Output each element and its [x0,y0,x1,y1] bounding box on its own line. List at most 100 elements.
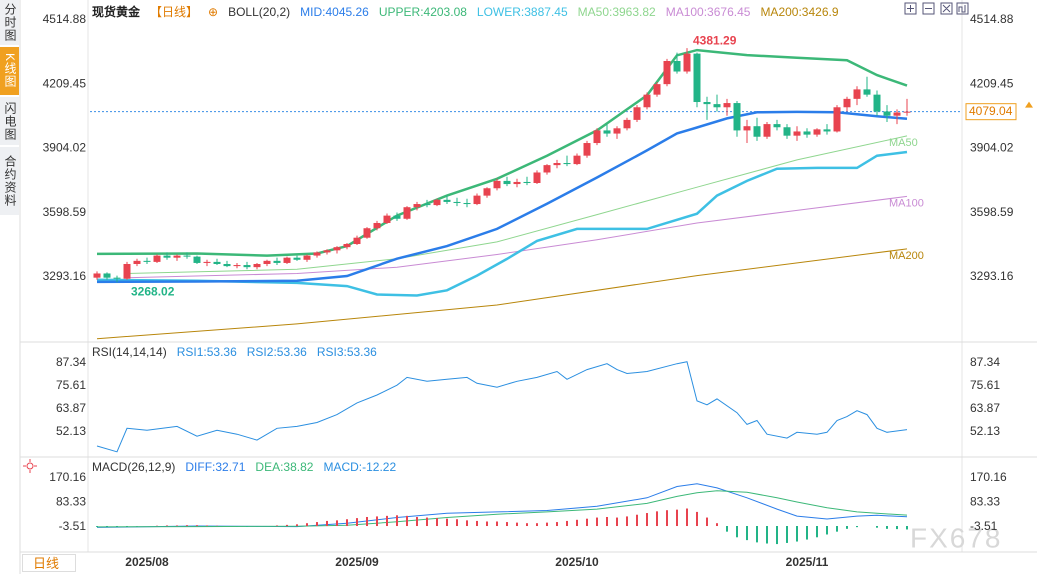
macd-bar [526,523,528,527]
candle-body [273,260,281,263]
macd-bar [246,526,248,527]
candle-body [293,257,301,260]
add-icon[interactable]: ⊕ [208,4,219,19]
indicator-line [96,361,908,453]
indicator-line [96,48,908,257]
candle-body [523,181,531,184]
candle-body [383,215,391,223]
candle-body [553,163,561,166]
macd-bar [816,526,818,538]
candle-body [93,273,101,278]
candle-body [803,131,811,135]
indicator-name: RSI(14,14,14) [92,345,167,359]
extreme-label: 4381.29 [693,33,737,47]
line-end-label: MA200 [889,250,924,262]
candle-body [683,53,691,72]
sidebar-tab[interactable]: 分时图 [0,0,19,45]
macd-bar [846,526,848,529]
y-tick-label: 170.16 [49,470,86,484]
y-tick-label: 63.87 [970,401,1000,415]
candle-body [853,89,861,99]
candle-body [793,131,801,136]
macd-bar [176,525,178,527]
macd-bar [766,526,768,544]
macd-bar [796,526,798,542]
macd-bar [746,526,748,541]
x-tick-label: 2025/11 [786,555,829,569]
macd-bar [716,523,718,527]
candle-body [363,228,371,238]
candle-body [133,260,141,264]
extreme-label: 3268.02 [131,284,175,298]
y-tick-label: 83.33 [56,495,86,509]
candle-body [353,237,361,245]
macd-bar [466,520,468,527]
candle-body [403,207,411,219]
settings-icon[interactable] [23,459,37,473]
candle-body [183,255,191,257]
macd-bar [116,526,118,527]
candle-body [243,265,251,268]
candle-body [723,103,731,108]
toolbar-icons[interactable] [904,2,969,15]
candle-body [743,126,751,131]
macd-bar [416,516,418,527]
legend-entry: RSI3:53.36 [316,345,377,359]
candle-body [453,201,461,203]
candle-body [883,111,891,116]
candle-body [253,263,261,268]
macd-bar [446,518,448,527]
y-tick-label: 83.33 [970,495,1000,509]
candle-body [303,255,311,260]
macd-bar [366,516,368,527]
last-price-label: 4079.04 [969,104,1013,118]
candle-body [753,126,761,137]
candle-body [903,111,911,113]
candle-body [223,263,231,267]
candle-body [633,107,641,120]
candle-body [413,204,421,208]
candle-body [573,155,581,165]
macd-bar [96,526,98,527]
candle-body [863,89,871,95]
y-tick-label: 63.87 [56,401,86,415]
macd-bar [706,517,708,527]
macd-bar [166,525,168,527]
macd-bar [506,522,508,527]
sidebar-tab[interactable]: 合约资料 [0,147,19,215]
legend-entry: UPPER:4203.08 [378,4,467,19]
candle-body [503,180,511,185]
macd-bar [576,519,578,527]
macd-bar [426,517,428,527]
macd-bar [476,520,478,527]
macd-bar [496,521,498,527]
sidebar-tab[interactable]: 闪电图 [0,97,19,145]
legend-entry: DEA:38.82 [255,460,314,474]
line-end-label: MA100 [889,197,924,209]
candle-body [533,172,541,184]
indicator-line [96,248,908,340]
y-tick-label: 4514.88 [970,12,1014,26]
y-tick-label: 3904.02 [43,141,87,155]
legend-entry: MA100:3676.45 [665,4,751,19]
macd-bar [776,526,778,545]
macd-bar [106,526,108,528]
macd-bar [726,526,728,532]
candle-body [433,199,441,206]
macd-bar [326,520,328,527]
candle-body [173,255,181,258]
y-tick-label: 3598.59 [43,205,87,219]
macd-bar [556,522,558,527]
sidebar-tab[interactable]: K线图 [0,47,19,95]
candle-body [473,195,481,205]
period-button[interactable]: 日线 ▲ [22,554,76,572]
candle-body [653,84,661,95]
candle-body [193,256,201,263]
indicator-line [126,195,908,279]
macd-bar [516,522,518,527]
candle-body [143,260,151,262]
candle-body [833,107,841,132]
candle-body [663,60,671,85]
watermark: FX678 [910,522,1003,553]
